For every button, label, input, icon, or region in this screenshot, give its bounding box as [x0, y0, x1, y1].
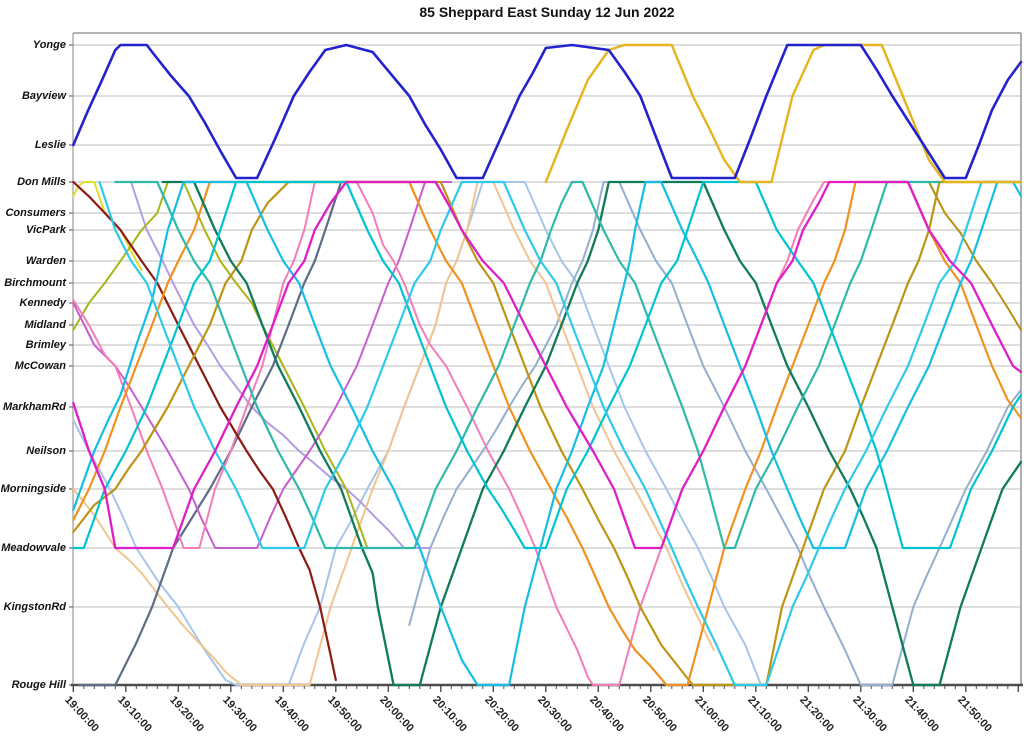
- series-dark-gold-stub: [928, 181, 1022, 331]
- series-pink-run: [72, 181, 904, 686]
- series-steel-blue-run: [408, 181, 1022, 686]
- series-yellow-fragment: [72, 181, 143, 271]
- station-label-birchmount: Birchmount: [4, 277, 66, 289]
- station-label-meadowvale: Meadowvale: [1, 542, 66, 554]
- station-label-brimley: Brimley: [25, 339, 66, 351]
- chart-title: 85 Sheppard East Sunday 12 Jun 2022: [419, 4, 675, 20]
- series-slate-run: [77, 180, 364, 687]
- series-plum-run: [130, 181, 432, 549]
- station-label-vicpark: VicPark: [26, 224, 66, 236]
- series-cyan-run-3: [98, 180, 1023, 687]
- station-label-yonge: Yonge: [32, 39, 66, 51]
- series-peach-run: [72, 181, 715, 686]
- station-label-warden: Warden: [25, 255, 66, 267]
- station-label-kingstonrd: KingstonRd: [3, 601, 66, 613]
- series-orchid-run: [72, 181, 453, 549]
- station-label-don-mills: Don Mills: [17, 176, 66, 188]
- series-turquoise-run: [114, 180, 941, 550]
- station-label-bayview: Bayview: [21, 90, 66, 102]
- series-powder-blue-run: [72, 181, 762, 686]
- station-label-consumers: Consumers: [5, 207, 66, 219]
- series-khaki-run: [72, 180, 1023, 687]
- series-orange-run: [72, 180, 1023, 687]
- station-label-neilson: Neilson: [26, 445, 66, 457]
- series-gold-branch-run: [544, 43, 1023, 184]
- station-label-morningside: Morningside: [0, 483, 66, 495]
- series-maroon-run: [72, 180, 337, 682]
- series-olive-run: [72, 181, 395, 549]
- station-label-markhamrd: MarkhamRd: [3, 401, 66, 413]
- station-label-kennedy: Kennedy: [19, 297, 66, 309]
- station-label-leslie: Leslie: [34, 139, 66, 151]
- series-magenta-run: [72, 180, 1023, 550]
- series-blue-branch-run: [72, 43, 1023, 180]
- series-cyan-run-2: [72, 180, 1023, 550]
- station-label-midland: Midland: [24, 319, 66, 331]
- station-label-rouge-hill: Rouge Hill: [11, 679, 66, 691]
- series-cyan-run-1: [72, 180, 1023, 687]
- series-teal-run: [161, 180, 1023, 687]
- station-label-mccowan: McCowan: [14, 360, 66, 372]
